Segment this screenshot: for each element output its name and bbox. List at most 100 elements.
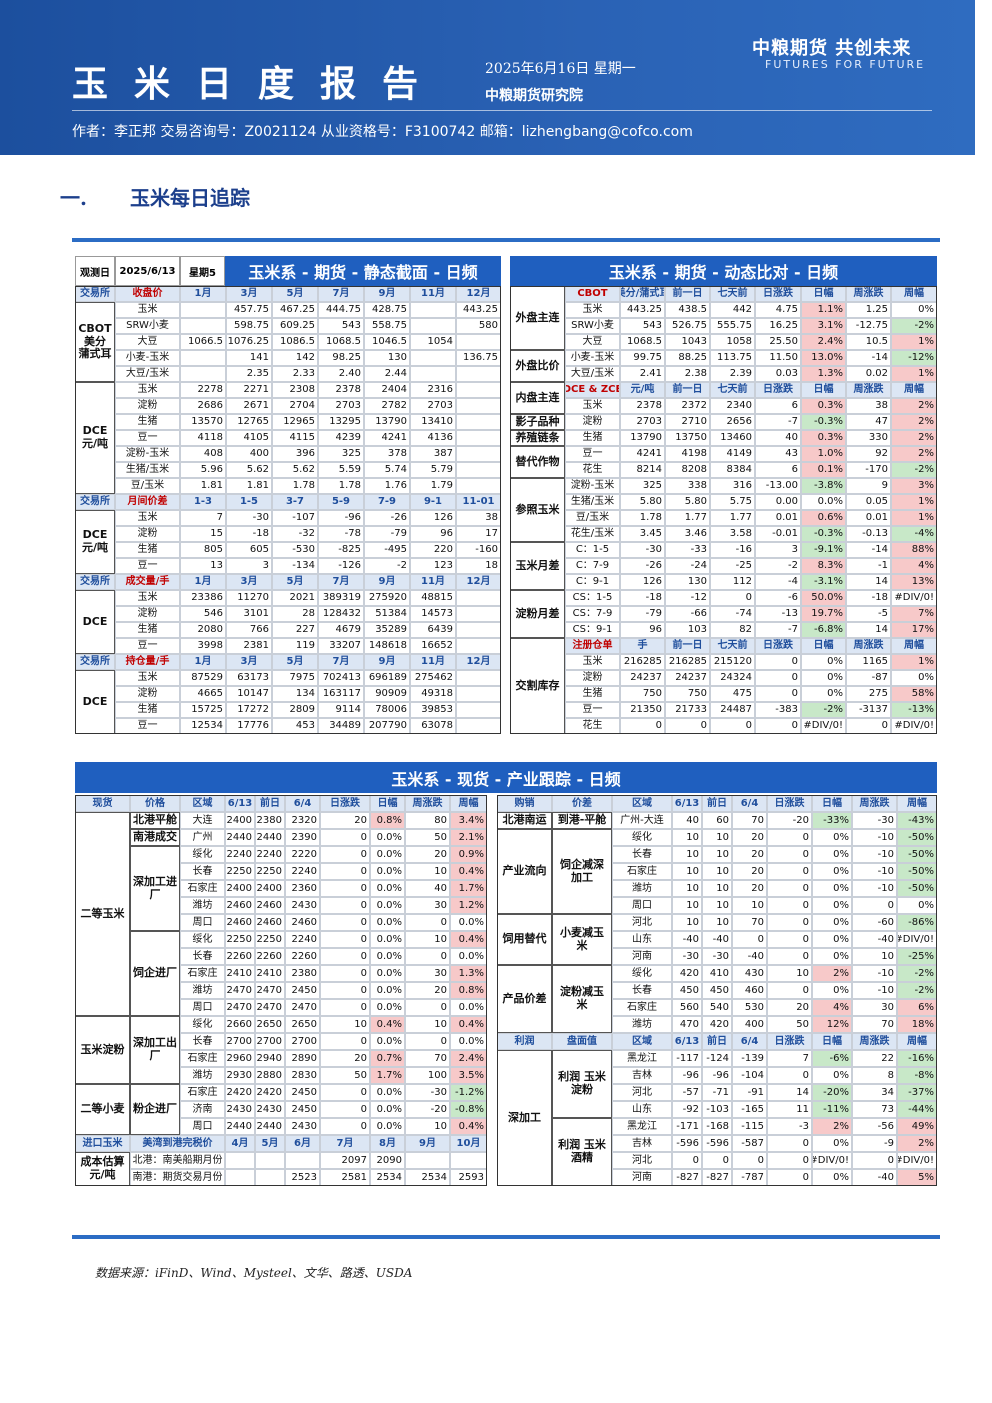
table-cell: 24324 (710, 670, 755, 686)
table-cell (456, 590, 501, 606)
table-cell: -596 (702, 1135, 732, 1152)
table-cell: 400 (226, 446, 272, 462)
table-cell: 82 (710, 622, 755, 638)
table-cell: 0% (812, 948, 852, 965)
table-cell: -16 (710, 542, 755, 558)
table-cell: 430 (732, 965, 767, 982)
table-cell: 0 (665, 718, 710, 734)
table-cell: -12 (665, 590, 710, 606)
table-cell: -10 (852, 863, 897, 880)
header-cell: 6/13 (672, 795, 702, 812)
table-cell: -40 (732, 948, 767, 965)
table-cell: 0.9% (450, 846, 487, 863)
group-label: 淀粉月差 (510, 590, 565, 638)
header-cell: 周幅 (450, 795, 487, 812)
table-cell: 2660 (225, 1016, 255, 1033)
table-cell: 0% (891, 302, 937, 318)
header-cell: CBOT (565, 286, 620, 302)
header-cell: 前日 (702, 1033, 732, 1050)
header-cell: 购销 (497, 795, 552, 812)
table-cell: 20 (767, 999, 812, 1016)
table-cell: 598.75 (226, 318, 272, 334)
header-cell: 日幅 (801, 382, 846, 398)
table-cell: 河南 (612, 948, 672, 965)
group-label: 小麦减玉米 (552, 914, 612, 965)
table-cell: 0.0% (370, 846, 405, 863)
table-cell: 2410 (255, 965, 285, 982)
table-cell: -107 (272, 510, 318, 526)
table-cell: 1% (891, 366, 937, 382)
table-cell: 216285 (620, 654, 665, 670)
table-cell: 148618 (364, 638, 410, 654)
table-cell: 0% (812, 1067, 852, 1084)
table-cell: -79 (364, 526, 410, 542)
header-cell: 5月 (272, 654, 318, 670)
table-cell: 2440 (225, 829, 255, 846)
table-cell: 4665 (180, 686, 226, 702)
table-cell: 周口 (180, 999, 225, 1016)
table-cell: -71 (702, 1084, 732, 1101)
table-cell: -165 (732, 1101, 767, 1118)
table-cell: 16.25 (755, 318, 801, 334)
table-cell: 0 (767, 863, 812, 880)
table-cell: 4% (812, 999, 852, 1016)
table-cell: 0 (620, 718, 665, 734)
table-cell: 0.3% (801, 430, 846, 446)
table-cell (255, 1152, 285, 1169)
table-cell: -126 (318, 558, 364, 574)
table-cell: 0.0% (450, 1033, 487, 1050)
table-cell: 2440 (225, 1118, 255, 1135)
table-cell (410, 302, 456, 318)
table-cell: 0 (755, 670, 801, 686)
table-cell: 130 (665, 574, 710, 590)
table-cell: 2097 (320, 1152, 370, 1169)
table-cell: 0% (801, 686, 846, 702)
group-label: 产业流向 (497, 829, 552, 914)
table-cell: 5% (897, 1169, 937, 1186)
table-cell: 70 (405, 1050, 450, 1067)
table-cell: 0.0% (370, 1101, 405, 1118)
table-cell: 766 (226, 622, 272, 638)
table-cell: 2% (812, 1118, 852, 1135)
table-cell: 453 (272, 718, 318, 734)
group-label: 产品价差 (497, 965, 552, 1033)
header-cell: 1月 (180, 654, 226, 670)
table-cell (456, 478, 501, 494)
table-cell: -171 (672, 1118, 702, 1135)
table-cell: -1.2% (450, 1084, 487, 1101)
table-cell: -11% (812, 1101, 852, 1118)
table-cell: 275920 (364, 590, 410, 606)
table-cell: 24237 (620, 670, 665, 686)
table-cell: 2.4% (801, 334, 846, 350)
table-cell: 2430 (285, 897, 320, 914)
table-cell: 2240 (285, 863, 320, 880)
table-cell: 1.79 (410, 478, 456, 494)
header-cell: 周幅 (891, 286, 937, 302)
table-cell: -6% (812, 1050, 852, 1067)
table-cell: -0.01 (755, 526, 801, 542)
table-cell: 13570 (180, 414, 226, 430)
header-cell: 日涨跌 (320, 795, 370, 812)
table-cell: 周口 (180, 1118, 225, 1135)
table-cell: -5 (846, 606, 891, 622)
table-cell: 2440 (255, 1118, 285, 1135)
header-cell: 1-3 (180, 494, 226, 510)
table-cell: -20% (812, 1084, 852, 1101)
table-cell: -30 (702, 948, 732, 965)
table-cell: 2380 (285, 965, 320, 982)
table-cell: 玉米 (115, 302, 180, 318)
report-date: 2025年6月16日 星期一 (485, 61, 636, 77)
table-cell: 2460 (225, 897, 255, 914)
table-cell: 豆一 (565, 702, 620, 718)
table-cell: 0 (767, 846, 812, 863)
table-cell: 生猪 (565, 430, 620, 446)
table-cell (180, 366, 226, 382)
header-cell: 周幅 (891, 382, 937, 398)
table-cell: 18% (897, 1016, 937, 1033)
table-cell: 96 (410, 526, 456, 542)
table-cell: C：7-9 (565, 558, 620, 574)
table-cell: 周口 (612, 897, 672, 914)
table-cell: 1.81 (226, 478, 272, 494)
table-cell: -2 (755, 558, 801, 574)
table-cell: 14573 (410, 606, 456, 622)
